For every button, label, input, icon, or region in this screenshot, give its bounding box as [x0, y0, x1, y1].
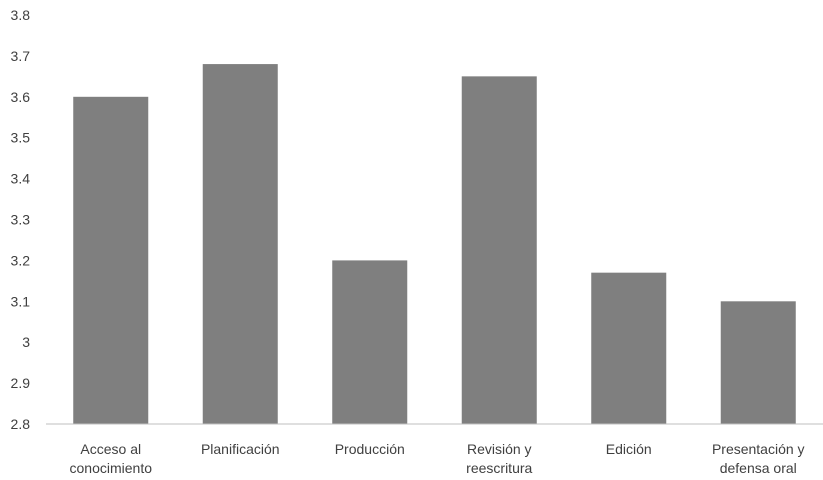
x-category-label-line: Revisión y: [467, 441, 532, 457]
x-category-label: Revisión y reescritura: [466, 441, 532, 476]
bar: [461, 76, 537, 424]
y-tick-label: 3.8: [11, 7, 31, 23]
x-category-label: Presentación y defensa oral: [712, 441, 805, 476]
x-category-label-line: Acceso al: [80, 441, 141, 457]
y-axis-ticks: 2.8 2.9 3 3.1 3.2 3.3 3.4 3.5 3.6 3.7 3.8: [11, 7, 31, 432]
x-category-label: Acceso al conocimiento: [70, 441, 153, 476]
x-category-label: Edición: [606, 441, 652, 457]
bar: [591, 272, 667, 424]
y-tick-label: 3.2: [11, 252, 31, 268]
x-category-label-line: conocimiento: [70, 460, 153, 476]
x-category-label: Producción: [335, 441, 405, 457]
x-category-label-line: reescritura: [466, 460, 532, 476]
y-tick-label: 3.4: [11, 171, 31, 187]
y-tick-label: 3.1: [11, 293, 31, 309]
bar: [202, 64, 278, 424]
bar: [720, 301, 796, 424]
y-tick-label: 3.6: [11, 89, 31, 105]
y-tick-label: 3.5: [11, 130, 31, 146]
y-tick-label: 2.8: [11, 416, 31, 432]
x-category-label-line: Producción: [335, 441, 405, 457]
x-category-label: Planificación: [201, 441, 280, 457]
bar: [73, 96, 149, 425]
y-tick-label: 3: [22, 334, 30, 350]
x-category-label-line: Edición: [606, 441, 652, 457]
bars: [73, 64, 796, 425]
y-tick-label: 2.9: [11, 375, 31, 391]
y-tick-label: 3.7: [11, 48, 31, 64]
x-category-label-line: Presentación y: [712, 441, 805, 457]
bar: [332, 260, 408, 424]
x-axis-labels: Acceso al conocimiento Planificación Produc…: [70, 441, 805, 476]
x-category-label-line: Planificación: [201, 441, 280, 457]
y-tick-label: 3.3: [11, 212, 31, 228]
x-category-label-line: defensa oral: [720, 460, 797, 476]
